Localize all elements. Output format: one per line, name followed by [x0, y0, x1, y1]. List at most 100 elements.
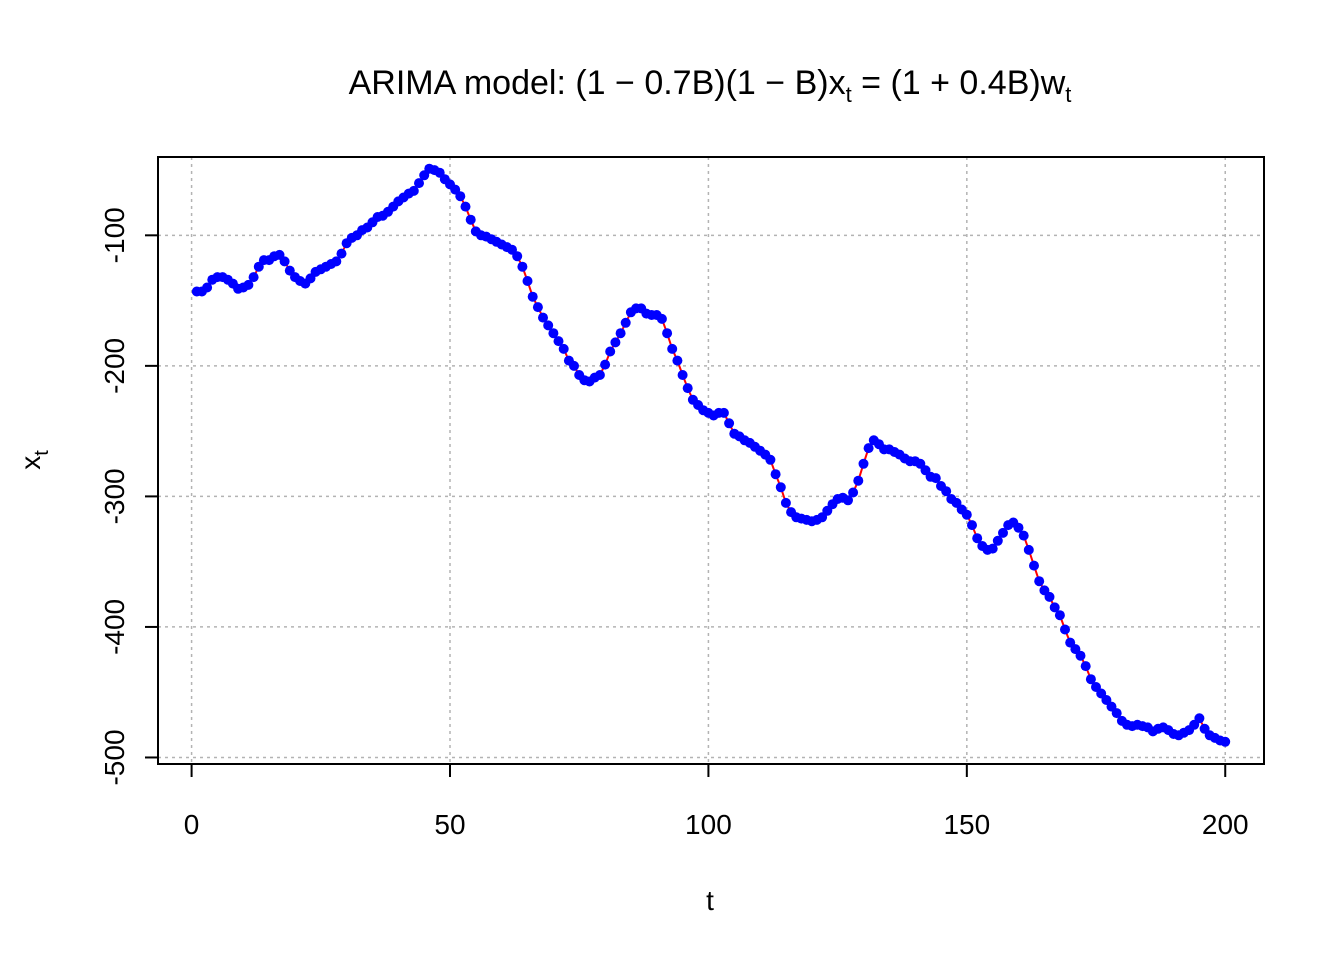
series-xt: [196, 167, 1226, 743]
data-point: [662, 328, 673, 339]
data-point: [1080, 661, 1091, 672]
data-point: [1018, 530, 1029, 541]
data-point: [522, 276, 533, 286]
data-point: [414, 178, 424, 189]
data-point: [1075, 650, 1086, 661]
data-point: [863, 443, 874, 454]
y-tick-label: -500: [99, 729, 130, 785]
data-point: [1034, 576, 1045, 587]
data-point: [610, 337, 621, 348]
data-point: [1085, 674, 1096, 685]
grid-lines: [158, 157, 1264, 764]
x-axis-label: t: [706, 885, 714, 916]
data-point: [538, 312, 548, 323]
data-point: [517, 261, 528, 272]
data-point: [336, 248, 347, 259]
data-point: [594, 370, 605, 380]
data-point: [558, 343, 569, 354]
title-ar-factor: (1 − 0.7B): [575, 64, 725, 102]
data-point: [853, 475, 864, 486]
data-point: [600, 359, 611, 370]
data-point: [718, 407, 729, 418]
data-point: [780, 497, 791, 508]
y-tick-label: -400: [99, 599, 130, 655]
data-point: [677, 370, 688, 380]
data-point: [992, 535, 1003, 546]
x-tick-label: 100: [685, 809, 732, 840]
data-points: [191, 163, 1231, 747]
y-axis: -500 -400 -300 -200 -100: [99, 207, 159, 786]
data-point: [1023, 544, 1034, 555]
title-rhs-subscript: t: [1065, 82, 1071, 107]
y-axis-label: xt: [15, 450, 53, 470]
data-point: [667, 343, 678, 354]
title-rhs-variable: w: [1040, 64, 1066, 102]
data-point: [620, 317, 631, 328]
data-point: [615, 328, 626, 339]
data-point: [1111, 708, 1122, 719]
data-point: [765, 454, 776, 465]
x-axis: 0 50 100 150 200: [184, 763, 1249, 840]
data-point: [553, 336, 564, 347]
data-point: [548, 328, 559, 339]
title-diff-factor: (1 − B): [726, 64, 829, 102]
x-tick-label: 50: [434, 809, 465, 840]
data-point: [1049, 602, 1060, 613]
data-point: [961, 509, 972, 520]
data-point: [1044, 591, 1055, 602]
data-point: [1194, 713, 1205, 724]
data-point: [605, 346, 616, 357]
data-point: [682, 383, 693, 394]
y-tick-label: -300: [99, 468, 130, 524]
data-point: [998, 527, 1008, 538]
data-point: [1060, 624, 1070, 635]
data-point: [972, 533, 983, 544]
y-tick-label: -200: [99, 338, 130, 394]
data-point: [858, 458, 869, 469]
data-point: [770, 469, 781, 480]
data-point: [543, 320, 554, 331]
data-point: [202, 282, 213, 293]
x-tick-label: 150: [943, 809, 990, 840]
data-point: [1054, 610, 1065, 621]
data-point: [848, 487, 859, 498]
y-axis-label-subscript: t: [31, 450, 53, 456]
data-point: [532, 302, 543, 313]
title-equals: =: [852, 64, 891, 102]
data-point: [967, 520, 977, 531]
data-point: [455, 191, 466, 202]
data-point: [672, 355, 683, 366]
data-point: [941, 486, 952, 497]
data-point: [987, 543, 998, 554]
data-point: [243, 279, 254, 290]
series-line: [196, 167, 1226, 743]
data-point: [775, 482, 786, 493]
title-ma-factor: (1 + 0.4B): [890, 64, 1040, 102]
data-point: [930, 473, 941, 484]
title-lhs-variable: x: [829, 64, 846, 102]
data-point: [843, 495, 853, 506]
data-point: [1220, 736, 1231, 747]
data-point: [512, 251, 523, 262]
data-point: [279, 256, 290, 267]
data-point: [331, 256, 342, 267]
title-prefix: ARIMA model:: [349, 64, 576, 102]
data-point: [408, 185, 419, 196]
x-tick-label: 0: [184, 809, 200, 840]
y-axis-label-base: x: [15, 456, 46, 470]
data-point: [527, 291, 538, 302]
data-point: [724, 418, 735, 429]
x-tick-label: 200: [1202, 809, 1249, 840]
plot-frame: [157, 156, 1265, 765]
data-point: [1029, 560, 1039, 571]
data-point: [460, 201, 471, 212]
data-point: [465, 214, 476, 225]
data-point: [1013, 522, 1024, 533]
data-point: [569, 360, 579, 371]
chart-title: ARIMA model: (1 − 0.7B)(1 − B)xt = (1 + …: [349, 64, 1072, 107]
y-tick-label: -100: [99, 207, 130, 263]
data-point: [656, 313, 667, 324]
data-point: [248, 272, 259, 283]
title-lhs-subscript: t: [846, 82, 852, 107]
